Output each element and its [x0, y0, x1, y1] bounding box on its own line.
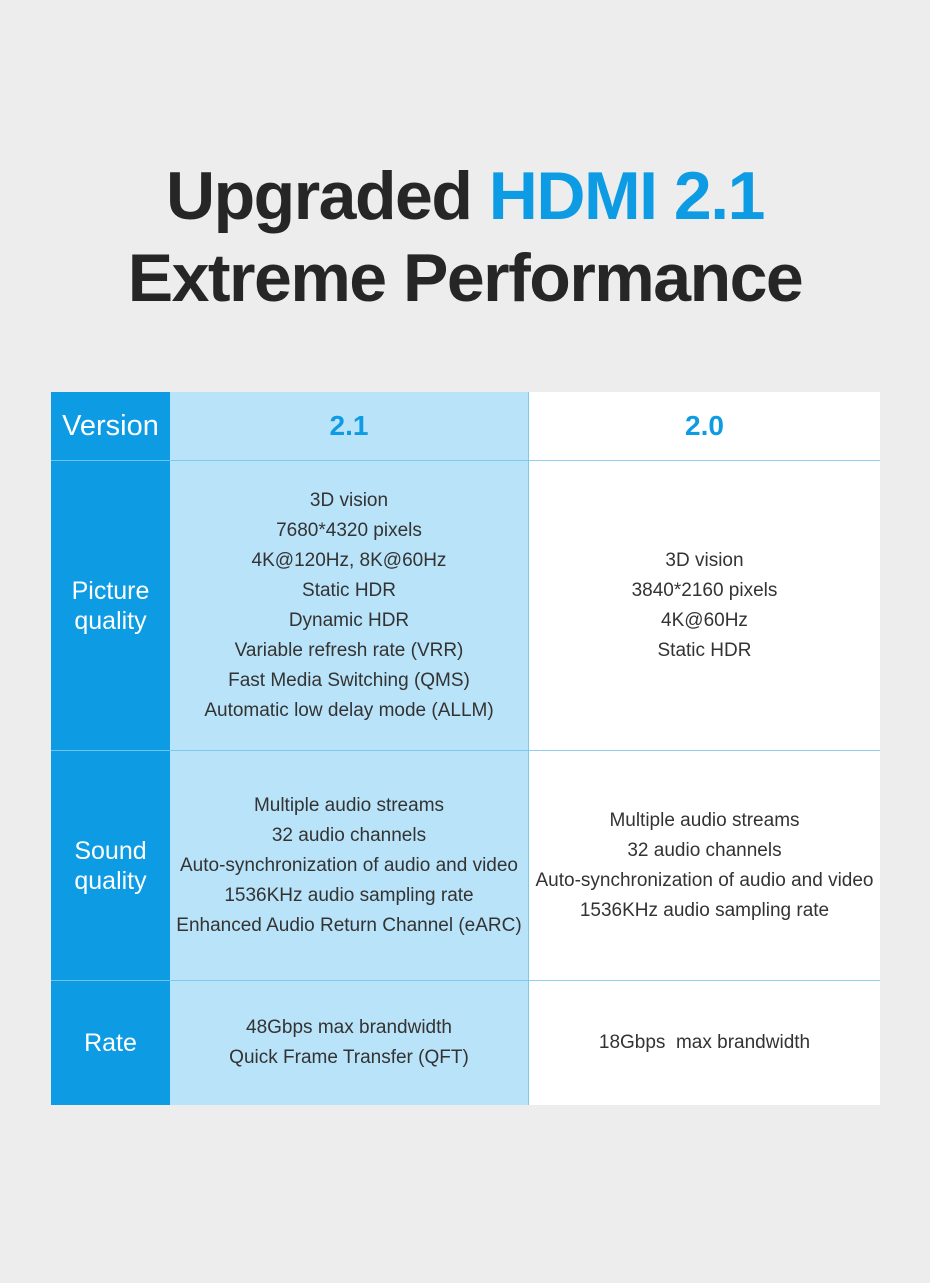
feature-item: 3D vision	[665, 549, 744, 571]
row-label-rate: Rate	[51, 981, 170, 1105]
row-label-line: Rate	[84, 1029, 137, 1057]
feature-item: Static HDR	[657, 639, 752, 661]
feature-item: 7680*4320 pixels	[276, 519, 422, 541]
feature-item: Multiple audio streams	[253, 794, 445, 816]
feature-item: 3840*2160 pixels	[631, 579, 778, 601]
rate-2-0: 18Gbps max brandwidth	[529, 981, 880, 1105]
header-col-2-1: 2.1	[170, 392, 529, 461]
row-label-picture-quality: Picture quality	[51, 461, 170, 751]
feature-item: 18Gbps max brandwidth	[598, 1032, 811, 1053]
sound-quality-2-1: Multiple audio streams 32 audio channels…	[170, 751, 529, 981]
feature-item: 48Gbps max brandwidth	[246, 1017, 452, 1038]
row-label-sound-quality: Sound quality	[51, 751, 170, 981]
feature-item: Static HDR	[302, 579, 396, 601]
feature-item: Quick Frame Transfer (QFT)	[229, 1047, 469, 1068]
feature-item: 3D vision	[309, 489, 389, 511]
row-label-line: Sound	[74, 836, 147, 865]
picture-quality-2-0: 3D vision 3840*2160 pixels 4K@60Hz Stati…	[529, 461, 880, 751]
comparison-table: Version 2.1 2.0 Picture quality 3D visio…	[51, 392, 880, 1105]
row-label-line: quality	[74, 606, 147, 635]
rate-2-1: 48Gbps max brandwidth Quick Frame Transf…	[170, 981, 529, 1105]
feature-item: 1536KHz audio sampling rate	[579, 899, 830, 921]
header-label-cell: Version	[51, 392, 170, 461]
headline-line-2: Extreme Performance	[127, 240, 804, 316]
headline-line-1: Upgraded HDMI 2.1	[0, 156, 930, 236]
feature-item: Fast Media Switching (QMS)	[228, 669, 470, 691]
feature-item: Auto-synchronization of audio and video	[535, 869, 874, 891]
row-label-line: Picture	[71, 576, 150, 605]
feature-item: 32 audio channels	[271, 824, 427, 846]
feature-item: Variable refresh rate (VRR)	[234, 639, 464, 661]
feature-item: 4K@60Hz	[661, 609, 748, 631]
picture-quality-2-1: 3D vision 7680*4320 pixels 4K@120Hz, 8K@…	[170, 461, 529, 751]
header-col-2-0: 2.0	[529, 392, 880, 461]
headline-accent: HDMI 2.1	[488, 158, 766, 234]
feature-item: Dynamic HDR	[288, 609, 410, 631]
row-label-line: quality	[74, 866, 147, 895]
feature-item: 4K@120Hz, 8K@60Hz	[251, 549, 447, 571]
feature-item: Enhanced Audio Return Channel (eARC)	[176, 914, 522, 936]
feature-item: 1536KHz audio sampling rate	[224, 884, 474, 906]
feature-item: Auto-synchronization of audio and video	[179, 854, 518, 876]
feature-item: 32 audio channels	[627, 839, 782, 861]
feature-item: Automatic low delay mode (ALLM)	[204, 699, 494, 721]
sound-quality-2-0: Multiple audio streams 32 audio channels…	[529, 751, 880, 981]
headline-prefix: Upgraded	[166, 158, 489, 234]
feature-item: Multiple audio streams	[609, 809, 800, 831]
version-2-1: 2.1	[329, 410, 369, 441]
version-label: Version	[62, 410, 159, 442]
version-2-0: 2.0	[685, 410, 724, 441]
